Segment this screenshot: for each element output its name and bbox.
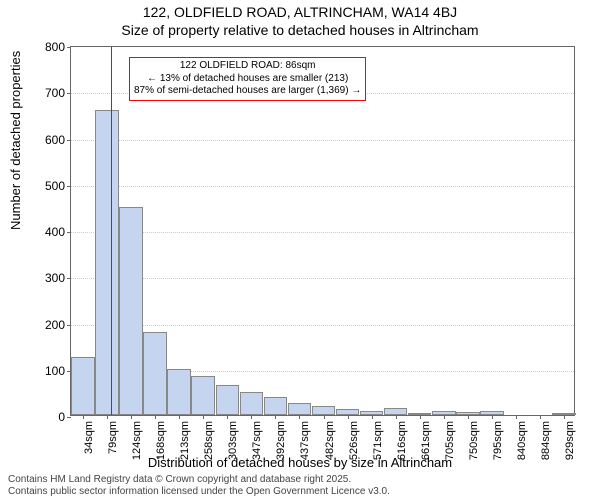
chart-bar <box>71 357 95 415</box>
chart-xtick-mark <box>299 415 300 419</box>
chart-xtick-mark <box>516 415 517 419</box>
chart-title: Size of property relative to detached ho… <box>0 22 600 38</box>
chart-attribution: Contains HM Land Registry data © Crown c… <box>8 474 390 498</box>
chart-xlabel: Distribution of detached houses by size … <box>0 455 600 470</box>
annotation-line-2: ← 13% of detached houses are smaller (21… <box>134 73 361 86</box>
chart-xtick-label: 79sqm <box>107 421 119 454</box>
chart-xtick-mark <box>444 415 445 419</box>
chart-bar <box>384 408 408 415</box>
chart-ytick-label: 200 <box>45 318 65 332</box>
chart-xtick-mark <box>396 415 397 419</box>
chart-xtick-mark <box>179 415 180 419</box>
chart-xtick-mark <box>564 415 565 419</box>
chart-xtick-mark <box>227 415 228 419</box>
chart-ytick-label: 600 <box>45 133 65 147</box>
chart-ytick-mark <box>67 278 71 279</box>
chart-gridline <box>71 140 574 141</box>
chart-ytick-label: 400 <box>45 225 65 239</box>
chart-ytick-label: 700 <box>45 86 65 100</box>
chart-gridline <box>71 325 574 326</box>
chart-xtick-mark <box>420 415 421 419</box>
chart-ytick-label: 0 <box>58 410 65 424</box>
chart-bar <box>95 110 119 415</box>
chart-xtick-mark <box>348 415 349 419</box>
chart-xtick-mark <box>492 415 493 419</box>
chart-ytick-mark <box>67 417 71 418</box>
chart-bar <box>119 207 143 415</box>
chart-bar <box>312 406 336 415</box>
chart-gridline <box>71 186 574 187</box>
attribution-line-2: Contains public sector information licen… <box>8 486 390 498</box>
chart-ytick-mark <box>67 186 71 187</box>
chart-ytick-label: 500 <box>45 179 65 193</box>
chart-gridline <box>71 278 574 279</box>
chart-gridline <box>71 232 574 233</box>
annotation-line-3: 87% of semi-detached houses are larger (… <box>134 85 361 98</box>
chart-annotation-box: 122 OLDFIELD ROAD: 86sqm← 13% of detache… <box>129 57 366 101</box>
chart-bar <box>288 403 312 415</box>
chart-xtick-mark <box>372 415 373 419</box>
chart-ytick-mark <box>67 140 71 141</box>
annotation-line-1: 122 OLDFIELD ROAD: 86sqm <box>134 60 361 73</box>
chart-bar <box>191 376 215 415</box>
chart-ylabel: Number of detached properties <box>8 51 23 230</box>
chart-xtick-mark <box>540 415 541 419</box>
chart-bar <box>240 392 264 415</box>
chart-ytick-mark <box>67 232 71 233</box>
chart-xtick-label: 34sqm <box>83 421 95 454</box>
chart-xtick-mark <box>83 415 84 419</box>
chart-xtick-mark <box>131 415 132 419</box>
chart-xtick-mark <box>155 415 156 419</box>
chart-xtick-mark <box>251 415 252 419</box>
chart-xtick-mark <box>275 415 276 419</box>
chart-bar <box>216 385 240 415</box>
chart-ytick-mark <box>67 93 71 94</box>
chart-ytick-mark <box>67 47 71 48</box>
chart-bar <box>143 332 167 415</box>
chart-bar <box>264 397 288 416</box>
chart-xtick-mark <box>324 415 325 419</box>
chart-bar <box>167 369 191 415</box>
attribution-line-1: Contains HM Land Registry data © Crown c… <box>8 474 390 486</box>
chart-ytick-label: 300 <box>45 271 65 285</box>
chart-xtick-mark <box>468 415 469 419</box>
chart-xtick-mark <box>107 415 108 419</box>
chart-ytick-mark <box>67 325 71 326</box>
chart-super-title: 122, OLDFIELD ROAD, ALTRINCHAM, WA14 4BJ <box>0 4 600 20</box>
chart-xtick-mark <box>203 415 204 419</box>
chart-ytick-label: 100 <box>45 364 65 378</box>
chart-marker-line <box>111 47 112 415</box>
chart-plot-area: 010020030040050060070080034sqm79sqm124sq… <box>70 46 575 416</box>
chart-ytick-label: 800 <box>45 40 65 54</box>
